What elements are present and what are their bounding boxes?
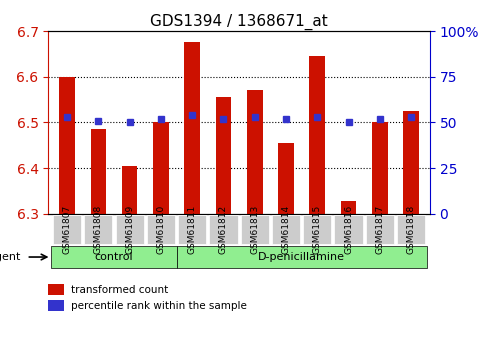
FancyBboxPatch shape xyxy=(397,215,425,244)
Text: GSM61812: GSM61812 xyxy=(219,205,228,254)
Bar xyxy=(153,122,169,214)
FancyBboxPatch shape xyxy=(241,215,269,244)
Text: transformed count: transformed count xyxy=(71,285,169,295)
FancyBboxPatch shape xyxy=(335,215,363,244)
Bar xyxy=(310,56,325,214)
Title: GDS1394 / 1368671_at: GDS1394 / 1368671_at xyxy=(150,13,328,30)
Text: GSM61813: GSM61813 xyxy=(250,205,259,254)
Bar xyxy=(341,201,356,214)
FancyBboxPatch shape xyxy=(303,215,331,244)
Text: GSM61814: GSM61814 xyxy=(282,205,290,254)
Bar xyxy=(59,77,75,214)
Text: GSM61818: GSM61818 xyxy=(407,205,415,254)
FancyBboxPatch shape xyxy=(176,246,427,268)
Bar xyxy=(48,284,64,295)
FancyBboxPatch shape xyxy=(147,215,175,244)
FancyBboxPatch shape xyxy=(115,215,144,244)
FancyBboxPatch shape xyxy=(272,215,300,244)
FancyBboxPatch shape xyxy=(209,215,238,244)
Bar xyxy=(90,129,106,214)
Text: GSM61817: GSM61817 xyxy=(375,205,384,254)
Bar xyxy=(403,111,419,214)
Text: percentile rank within the sample: percentile rank within the sample xyxy=(71,301,247,311)
Bar xyxy=(215,97,231,214)
Text: GSM61815: GSM61815 xyxy=(313,205,322,254)
Text: agent: agent xyxy=(0,252,21,262)
Text: GSM61808: GSM61808 xyxy=(94,205,103,254)
FancyBboxPatch shape xyxy=(178,215,206,244)
Text: D-penicillamine: D-penicillamine xyxy=(258,252,345,262)
Text: GSM61809: GSM61809 xyxy=(125,205,134,254)
Text: GSM61810: GSM61810 xyxy=(156,205,165,254)
Bar xyxy=(48,299,64,310)
Bar xyxy=(122,166,138,214)
Bar xyxy=(278,143,294,214)
Bar xyxy=(185,42,200,214)
Text: control: control xyxy=(95,252,133,262)
FancyBboxPatch shape xyxy=(84,215,113,244)
FancyBboxPatch shape xyxy=(53,215,81,244)
Text: GSM61816: GSM61816 xyxy=(344,205,353,254)
Bar xyxy=(247,90,263,214)
FancyBboxPatch shape xyxy=(51,246,176,268)
FancyBboxPatch shape xyxy=(366,215,394,244)
Text: GSM61807: GSM61807 xyxy=(63,205,71,254)
Text: GSM61811: GSM61811 xyxy=(188,205,197,254)
Bar xyxy=(372,122,388,214)
